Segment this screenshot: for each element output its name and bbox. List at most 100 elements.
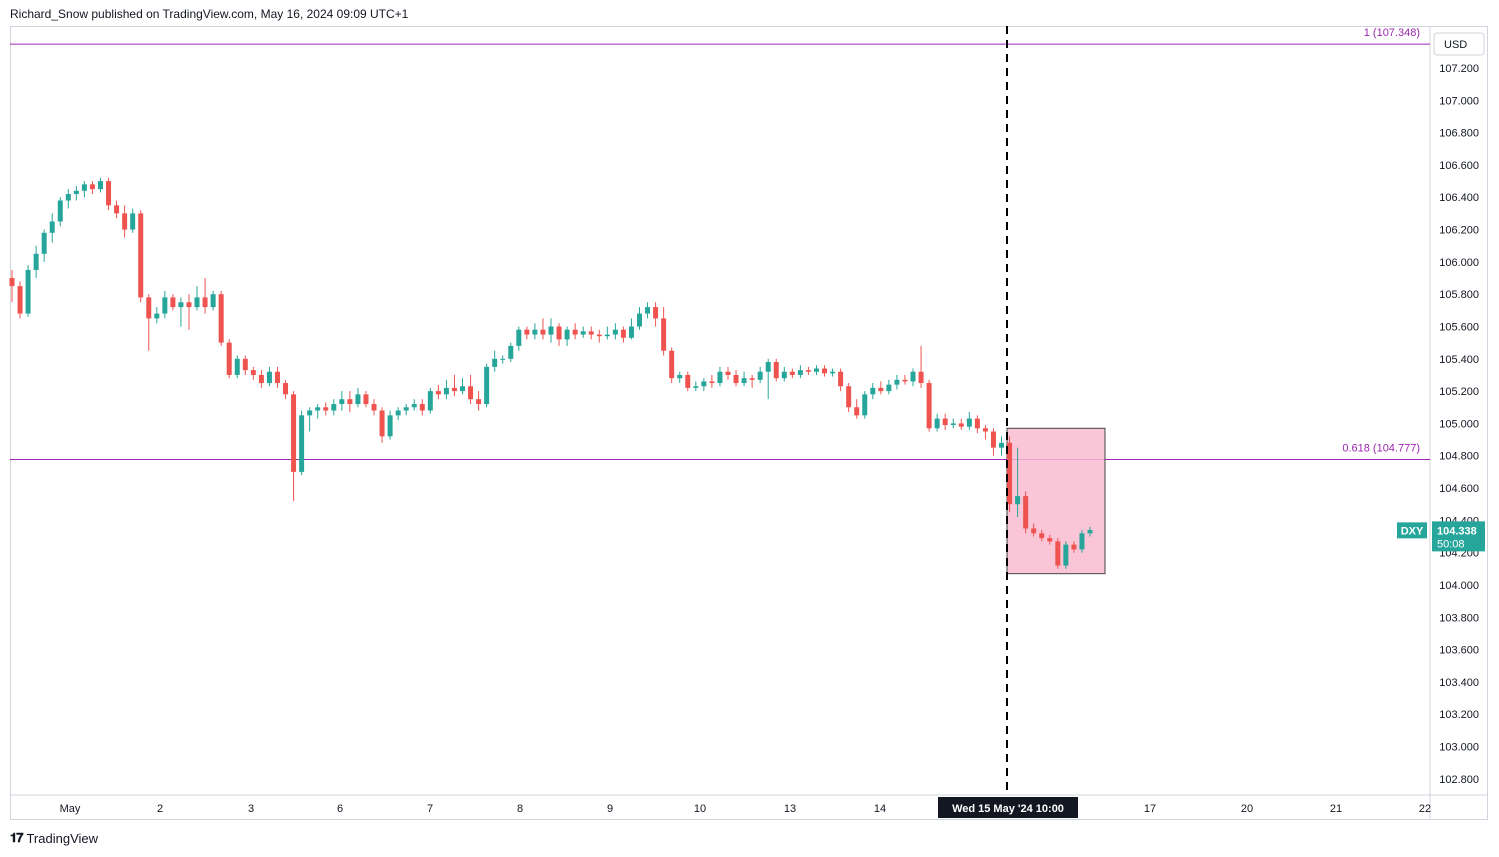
price-axis[interactable]: USD 102.800 103.000 103.200 103.400 103.600 10… [1433,32,1485,786]
candle-body [500,358,506,360]
candle-body [355,394,361,405]
last-price-badge [1432,521,1485,552]
candle-body [484,366,490,405]
candle-body [805,370,811,372]
candle-body [283,383,289,395]
candle-body [234,358,240,375]
y-tick-label: 106.200 [1439,225,1479,237]
candles [9,177,1093,569]
candle-body [379,410,385,437]
candle-body [878,387,884,392]
candle-body [419,404,425,411]
candle-body [65,194,71,201]
y-tick-label: 105.200 [1439,386,1479,398]
y-tick-label: 106.000 [1439,257,1479,269]
candle-body [57,200,63,222]
y-tick-label: 106.400 [1439,192,1479,204]
candle-body [347,399,353,405]
candle-body [49,221,55,233]
candle-body [990,431,996,448]
x-tick-label: 10 [694,803,706,815]
y-tick-label: 106.800 [1439,128,1479,140]
candle-body [1087,530,1093,534]
candle-body [186,302,192,308]
candle-body [468,386,474,400]
candle-body [757,371,763,380]
y-tick-label: 103.400 [1439,677,1479,689]
x-tick-label: 21 [1330,803,1342,815]
candle-body [331,404,337,411]
candle-body [154,313,160,319]
candle-body [934,418,940,429]
candle-body [274,371,280,384]
candle-body [443,387,449,395]
y-tick-label: 104.800 [1439,451,1479,463]
candle-body [822,368,828,374]
time-axis[interactable]: May 2 3 6 7 8 9 10 13 14 17 20 21 22 Wed 15 May '24 10… [60,797,1432,818]
fib-level-label-0: 1 (107.348) [1364,27,1420,39]
candle-body [492,358,498,367]
candle-body [170,297,176,308]
candle-body [765,362,771,372]
publisher-header: Richard_Snow published on TradingView.co… [10,7,409,21]
candle-body [677,374,683,379]
candle-body [846,386,852,408]
candle-body [524,329,530,335]
y-tick-label: 105.000 [1439,418,1479,430]
candle-body [749,378,755,380]
tradingview-brand: TradingView [26,830,99,846]
candle-body [789,371,795,375]
candle-body [813,368,819,372]
candle-body [580,331,586,335]
x-tick-label: 17 [1144,803,1156,815]
crosshair-date-label: Wed 15 May '24 10:00 [952,803,1064,815]
candle-body [178,302,184,308]
candle-body [1023,496,1029,529]
candle-body [315,407,321,411]
candle-body [476,399,482,405]
y-tick-label: 103.600 [1439,645,1479,657]
tradingview-footer[interactable]: 𝟏𝟕 TradingView [10,830,98,846]
y-tick-label: 105.600 [1439,321,1479,333]
countdown-label: 50:08 [1437,538,1465,550]
candle-body [114,205,120,214]
chart-frame [10,26,1488,820]
x-tick-label: 8 [517,803,523,815]
y-tick-label: 105.800 [1439,289,1479,301]
candle-body [653,307,659,319]
candle-body [870,387,876,395]
candle-body [942,418,948,426]
candle-body [894,379,900,385]
candle-body [250,370,256,375]
candle-body [138,213,144,298]
candle-body [73,190,79,195]
candle-body [460,386,466,392]
candle-body [516,329,522,346]
candle-body [540,329,546,335]
y-tick-label: 106.600 [1439,160,1479,172]
candle-body [532,329,538,335]
x-tick-label: 2 [157,803,163,815]
candle-body [25,269,31,314]
candle-body [830,371,836,374]
symbol-badge-label: DXY [1401,525,1424,537]
candle-body [387,415,393,437]
candle-body [636,313,642,327]
candle-body [773,362,779,379]
candle-body [645,307,651,314]
y-tick-label: 103.000 [1439,742,1479,754]
x-tick-label: 7 [427,803,433,815]
candle-body [886,384,892,392]
candle-body [725,371,731,375]
candle-body [299,415,305,472]
symbol-badge [1397,522,1427,539]
candle-body [202,297,208,308]
candle-body [902,379,908,382]
candle-body [958,423,964,427]
candle-body [258,374,264,384]
candle-body [1015,496,1021,505]
candle-body [910,371,916,382]
candle-body [17,286,23,314]
x-tick-label: 13 [784,803,796,815]
